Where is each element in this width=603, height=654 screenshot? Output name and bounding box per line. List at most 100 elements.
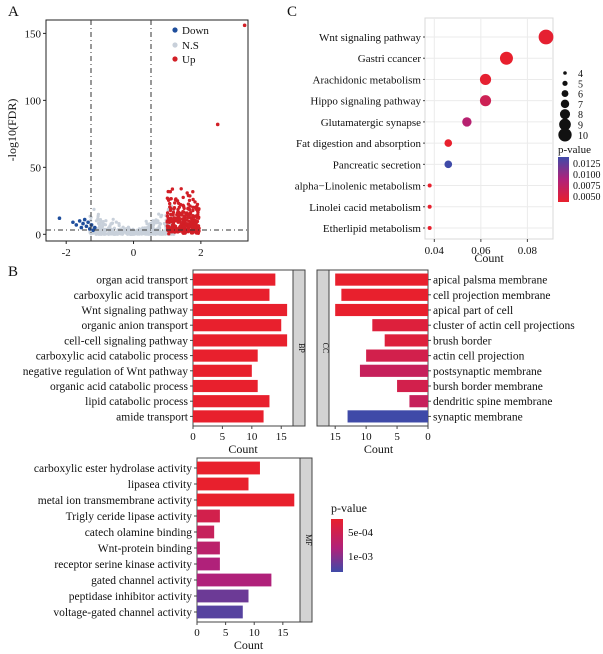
mf-facet-strip xyxy=(299,457,313,623)
cc-bar xyxy=(347,410,428,423)
up-point xyxy=(194,221,198,225)
down-point xyxy=(81,221,85,226)
ns-point xyxy=(111,228,115,232)
cc-x-tick-label: 10 xyxy=(361,431,373,443)
dotplot-color-legend: p-value 0.0125 0.0100 0.0075 0.0050 xyxy=(558,144,601,203)
ns-point xyxy=(114,220,118,224)
cc-category-label: dendritic spine membrane xyxy=(433,396,552,408)
volcano-x-tick-label: -2 xyxy=(62,247,71,259)
up-point xyxy=(167,232,171,236)
ns-point xyxy=(146,232,150,236)
bp-category-label: organ acid transport xyxy=(96,275,189,287)
bp-category-label: Wnt signaling pathway xyxy=(81,305,188,317)
bp-bar xyxy=(193,334,288,347)
up-point xyxy=(179,187,183,191)
ns-point xyxy=(95,231,99,235)
ns-point xyxy=(129,231,133,235)
ns-point xyxy=(146,230,150,234)
bp-facet-strip xyxy=(292,269,306,427)
ns-point xyxy=(157,212,161,216)
dotplot-colorbar-label-2: 0.0075 xyxy=(573,181,601,192)
cc-bar xyxy=(341,288,428,301)
bp-bar xyxy=(193,395,270,408)
legend-up-swatch xyxy=(172,56,178,62)
down-point xyxy=(91,228,95,233)
volcano-x-tick-label: 2 xyxy=(198,247,204,259)
down-point xyxy=(86,220,90,225)
size-legend-dot xyxy=(562,80,568,86)
up-point xyxy=(181,230,185,235)
up-point xyxy=(191,214,195,218)
up-point xyxy=(168,197,173,201)
dotplot-dot xyxy=(499,51,513,65)
ns-point xyxy=(107,231,111,235)
cc-x-tick-label: 0 xyxy=(425,431,431,443)
size-legend-dot xyxy=(558,128,572,142)
up-point xyxy=(167,220,171,224)
up-point xyxy=(169,206,173,211)
ns-point xyxy=(110,221,114,225)
cc-bar xyxy=(335,273,428,286)
size-legend-label: 9 xyxy=(578,121,583,132)
bp-category-label: amide transport xyxy=(116,411,189,423)
volcano-plot-frame xyxy=(45,19,249,242)
size-legend-dot xyxy=(563,71,567,75)
up-point xyxy=(191,190,195,194)
bp-xlabel: Count xyxy=(228,442,258,456)
ns-point xyxy=(92,207,96,211)
up-point xyxy=(168,201,172,206)
volcano-y-tick-label: 100 xyxy=(25,95,42,107)
ns-point xyxy=(155,231,160,235)
cc-bar xyxy=(372,319,428,332)
bp-bar xyxy=(193,349,258,362)
dotplot-plot-area xyxy=(424,17,554,240)
mf-category-label: lipasea ctivity xyxy=(128,479,192,491)
cc-category-label: postsynaptic membrane xyxy=(433,366,542,378)
up-point xyxy=(178,202,183,207)
down-point xyxy=(57,216,62,221)
ns-point xyxy=(139,228,143,232)
cc-bar xyxy=(384,334,428,347)
mf-bar xyxy=(197,573,272,587)
ns-point xyxy=(103,232,107,236)
up-point xyxy=(190,225,194,230)
dotplot-x-tick-label: 0.08 xyxy=(518,245,538,257)
bp-category-label: negative regulation of Wnt pathway xyxy=(23,366,188,378)
up-point xyxy=(195,208,200,213)
bp-bar xyxy=(193,273,276,286)
dotplot-ticks: 0.04 0.06 0.08 xyxy=(425,239,538,257)
dotplot-dot xyxy=(479,73,492,86)
ns-point xyxy=(146,225,150,229)
up-point xyxy=(185,191,189,195)
mf-category-label: peptidase inhibitor activity xyxy=(69,591,193,603)
cc-category-label: cell projection membrane xyxy=(433,290,551,302)
dotplot-dot xyxy=(444,139,453,147)
legend-ns-label: N.S xyxy=(182,40,199,52)
mf-bar xyxy=(197,493,295,507)
dotplot-dot xyxy=(538,29,554,45)
cc-category-label: brush border xyxy=(433,335,492,347)
dotplot-dot xyxy=(427,226,432,230)
ns-point xyxy=(151,225,155,229)
up-point xyxy=(174,197,178,201)
bp-bar xyxy=(193,379,258,393)
bp-x-tick-label: 5 xyxy=(220,431,226,443)
ns-point xyxy=(111,217,115,221)
up-point xyxy=(186,206,190,210)
up-point xyxy=(191,205,195,209)
size-legend-label: 10 xyxy=(578,131,588,142)
cc-bar xyxy=(335,303,428,317)
ns-point xyxy=(169,232,173,236)
cc-bar xyxy=(409,395,428,408)
panel-label-b: B xyxy=(8,264,18,280)
up-point xyxy=(182,204,186,209)
mf-bar xyxy=(197,477,249,491)
down-point xyxy=(82,217,87,222)
bp-category-label: lipid catabolic process xyxy=(85,396,188,408)
mf-xlabel: Count xyxy=(234,638,264,652)
dotplot-category-label: Linolei cacid metabolism xyxy=(309,202,421,214)
dotplot-category-label: Wnt signaling pathway xyxy=(319,32,422,44)
ns-point xyxy=(97,218,101,222)
up-point xyxy=(173,201,177,205)
